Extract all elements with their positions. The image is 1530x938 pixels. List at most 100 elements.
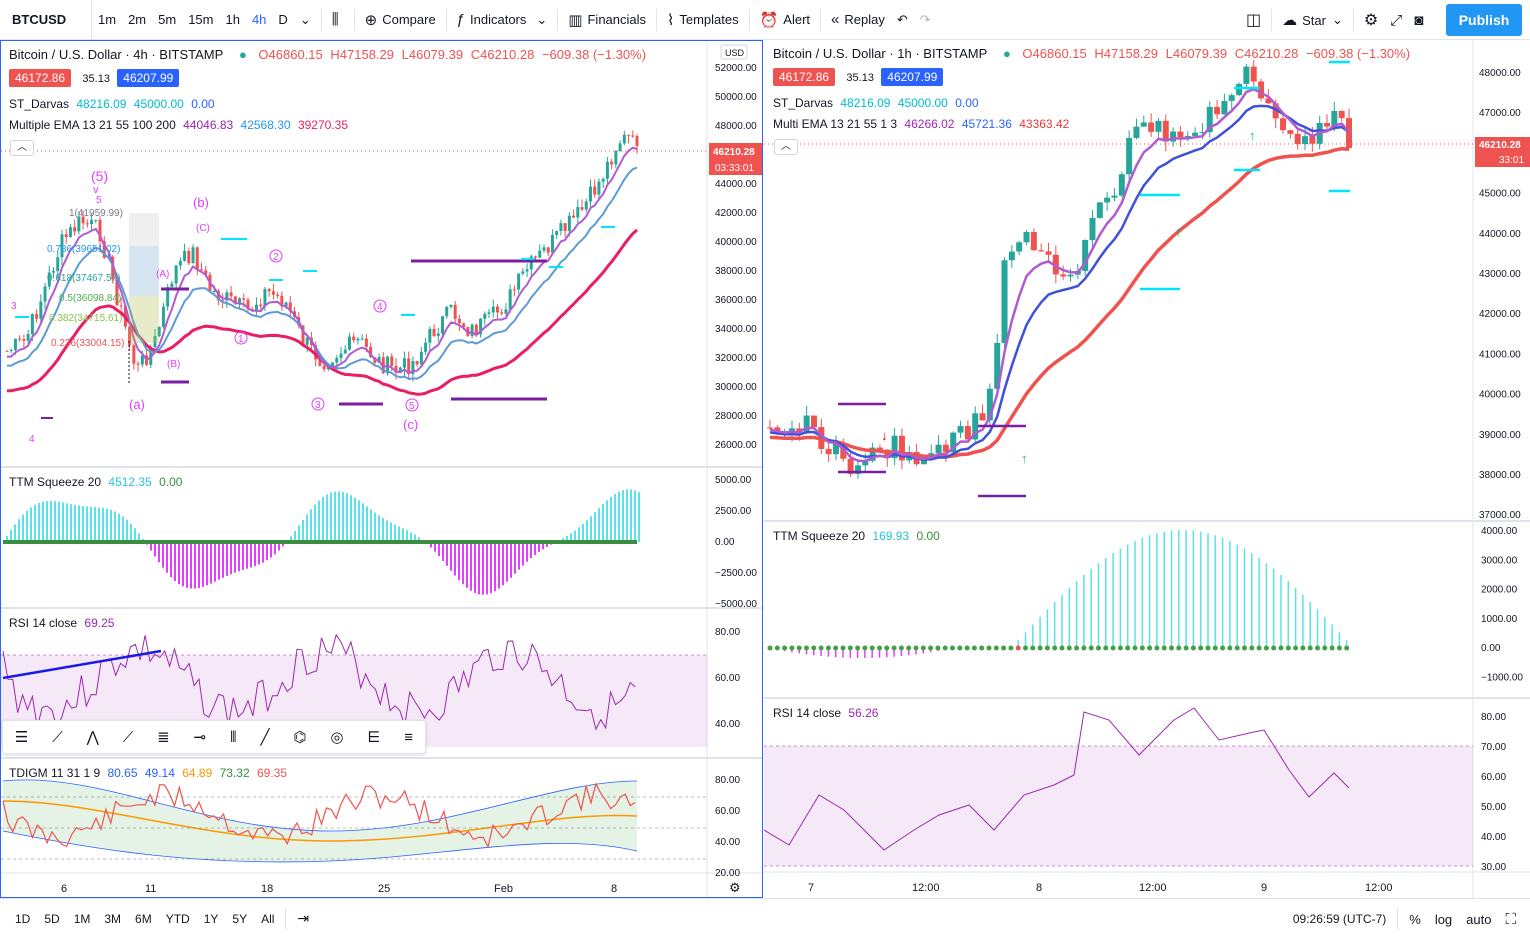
range-ytd[interactable]: YTD bbox=[165, 911, 190, 926]
goto-date-button[interactable]: ⇥ bbox=[290, 910, 316, 927]
left-ask-button[interactable]: 46207.99 bbox=[117, 69, 180, 87]
gann-icon[interactable]: ◎ bbox=[330, 729, 344, 746]
left-tdi-legend[interactable]: TDIGM 11 31 1 9 80.65 49.14 64.89 73.32 … bbox=[9, 766, 291, 780]
vertical-lines-icon[interactable]: ⦀ bbox=[230, 728, 237, 746]
darvas-v2: 45000.00 bbox=[897, 96, 948, 110]
left-ema-legend[interactable]: Multiple EMA 13 21 55 100 200 44046.83 4… bbox=[9, 118, 352, 132]
fib-icon[interactable]: ≣ bbox=[157, 729, 170, 746]
undo-button[interactable]: ↶ bbox=[891, 0, 914, 40]
right-darvas-legend[interactable]: ST_Darvas 48216.09 45000.00 0.00 bbox=[773, 96, 983, 110]
range-all[interactable]: All bbox=[261, 911, 275, 926]
settings-button[interactable]: ⚙ bbox=[1358, 0, 1384, 40]
price-tick-label: 32000.00 bbox=[715, 353, 757, 364]
interval-1m[interactable]: 1m bbox=[98, 12, 117, 27]
divider bbox=[656, 8, 658, 31]
templates-button[interactable]: ⌇ Templates bbox=[661, 0, 745, 40]
left-rsi-legend[interactable]: RSI 14 close 69.25 bbox=[9, 616, 118, 630]
right-bid-button[interactable]: 46172.86 bbox=[773, 68, 836, 86]
horizontal-lines-icon[interactable]: ☰ bbox=[14, 729, 29, 746]
publish-button[interactable]: Publish bbox=[1446, 4, 1522, 36]
interval-4h[interactable]: 4h bbox=[251, 12, 267, 27]
replay-button[interactable]: « Replay bbox=[825, 0, 891, 40]
ema-v3: 43363.42 bbox=[1019, 117, 1070, 131]
left-darvas-legend[interactable]: ST_Darvas 48216.09 45000.00 0.00 bbox=[9, 97, 219, 111]
interval-5m[interactable]: 5m bbox=[158, 12, 177, 27]
candle-body bbox=[862, 460, 869, 466]
ttm-squeeze-dot bbox=[891, 645, 897, 651]
candle-body bbox=[271, 291, 275, 295]
fullscreen-button[interactable]: ⤢ bbox=[1384, 0, 1408, 40]
candle-body bbox=[212, 290, 216, 292]
ttm-squeeze-dot bbox=[1015, 645, 1021, 651]
left-chart-canvas[interactable]: 52000.0050000.0048000.0046000.0044000.00… bbox=[1, 41, 762, 897]
price-tick-label: 41000.00 bbox=[1479, 349, 1521, 360]
trend-line-icon[interactable]: ⟋ bbox=[122, 728, 134, 746]
divider bbox=[445, 8, 447, 31]
candle-body bbox=[52, 271, 56, 273]
left-chart-panel[interactable]: 52000.0050000.0048000.0046000.0044000.00… bbox=[0, 40, 763, 898]
range-1m[interactable]: 1M bbox=[73, 911, 91, 926]
fullscreen-corner-icon[interactable]: ⛶ bbox=[1505, 910, 1516, 928]
left-bid-button[interactable]: 46172.86 bbox=[9, 69, 72, 87]
fib-level-label: 0.786(39651.02) bbox=[47, 244, 120, 255]
range-5y[interactable]: 5Y bbox=[232, 911, 248, 926]
candle-body bbox=[572, 215, 576, 218]
financials-button[interactable]: ▥ Financials bbox=[562, 0, 652, 40]
interval-15m[interactable]: 15m bbox=[188, 12, 214, 27]
price-tick-label: 42000.00 bbox=[715, 208, 757, 219]
path-icon[interactable]: ⌬ bbox=[293, 729, 307, 746]
left-ttm-legend[interactable]: TTM Squeeze 20 4512.35 0.00 bbox=[9, 475, 186, 489]
ttm-squeeze-dot bbox=[1081, 645, 1087, 651]
clock-time[interactable]: 09:26:59 (UTC-7) bbox=[1292, 912, 1387, 926]
candle-body bbox=[1265, 98, 1272, 104]
range-6m[interactable]: 6M bbox=[135, 911, 152, 926]
right-ema-legend[interactable]: Multi EMA 13 21 55 1 3 46266.02 45721.36… bbox=[773, 117, 1073, 131]
candle-body bbox=[259, 304, 263, 307]
right-chart-canvas[interactable]: 48000.0047000.0046000.0045000.0044000.00… bbox=[764, 40, 1530, 898]
function-icon: ƒ bbox=[456, 11, 466, 28]
percent-toggle[interactable]: % bbox=[1409, 911, 1421, 927]
range-1d[interactable]: 1D bbox=[15, 911, 31, 926]
abc-pattern-icon[interactable]: ⋀ bbox=[86, 729, 99, 746]
horizontal-ray-icon[interactable]: ⊸ bbox=[193, 729, 207, 746]
symbol-search[interactable]: BTCUSD bbox=[0, 0, 92, 40]
interval-d[interactable]: D bbox=[278, 12, 288, 27]
candle-body bbox=[972, 413, 979, 440]
candle-body bbox=[891, 435, 898, 459]
layout-button[interactable]: ◫ bbox=[1240, 0, 1267, 40]
ttm-squeeze-dot bbox=[840, 645, 846, 651]
range-3m[interactable]: 3M bbox=[104, 911, 122, 926]
redo-button[interactable]: ↷ bbox=[914, 0, 937, 40]
interval-dropdown-icon[interactable]: ⌄ bbox=[299, 11, 311, 27]
interval-2m[interactable]: 2m bbox=[128, 12, 147, 27]
right-chart-panel[interactable]: 48000.0047000.0046000.0045000.0044000.00… bbox=[764, 40, 1530, 898]
legend-collapse-button[interactable]: ︿ bbox=[10, 140, 34, 156]
alert-button[interactable]: ⏰ Alert bbox=[754, 0, 816, 40]
indicators-button[interactable]: ƒ Indicators ⌄ bbox=[451, 0, 554, 40]
snapshot-button[interactable]: ◙ bbox=[1408, 0, 1429, 40]
ttm-squeeze-dot bbox=[869, 645, 875, 651]
interval-1h[interactable]: 1h bbox=[225, 12, 240, 27]
legend-collapse-button[interactable]: ︿ bbox=[774, 139, 798, 155]
candle-body bbox=[610, 161, 614, 165]
right-ttm-legend[interactable]: TTM Squeeze 20 169.93 0.00 bbox=[773, 529, 944, 543]
ttm-squeeze-dot bbox=[1059, 645, 1065, 651]
line-icon[interactable]: ╱ bbox=[260, 729, 270, 746]
settings-lines-icon[interactable]: ≡ bbox=[404, 728, 414, 746]
candles-icon: ⫼ bbox=[331, 11, 339, 28]
compare-button[interactable]: ⊕ Compare bbox=[359, 0, 442, 40]
log-toggle[interactable]: log bbox=[1434, 911, 1453, 927]
right-rsi-legend[interactable]: RSI 14 close 56.26 bbox=[773, 706, 882, 720]
auto-toggle[interactable]: auto bbox=[1466, 911, 1492, 927]
right-ask-button[interactable]: 46207.99 bbox=[881, 68, 944, 86]
candle-body bbox=[111, 256, 115, 280]
candle-body bbox=[1177, 131, 1184, 138]
range-5d[interactable]: 5D bbox=[44, 911, 60, 926]
candle-body bbox=[588, 186, 592, 202]
chevron-down-icon: ⌄ bbox=[1331, 12, 1343, 27]
pattern-icon[interactable]: ⟋ bbox=[52, 728, 63, 746]
range-1y[interactable]: 1Y bbox=[203, 911, 219, 926]
chart-type-button[interactable]: ⫼ bbox=[326, 0, 350, 40]
grid-lines-icon[interactable]: ⋿ bbox=[367, 729, 381, 746]
star-button[interactable]: ☁ Star ⌄ bbox=[1276, 0, 1349, 40]
